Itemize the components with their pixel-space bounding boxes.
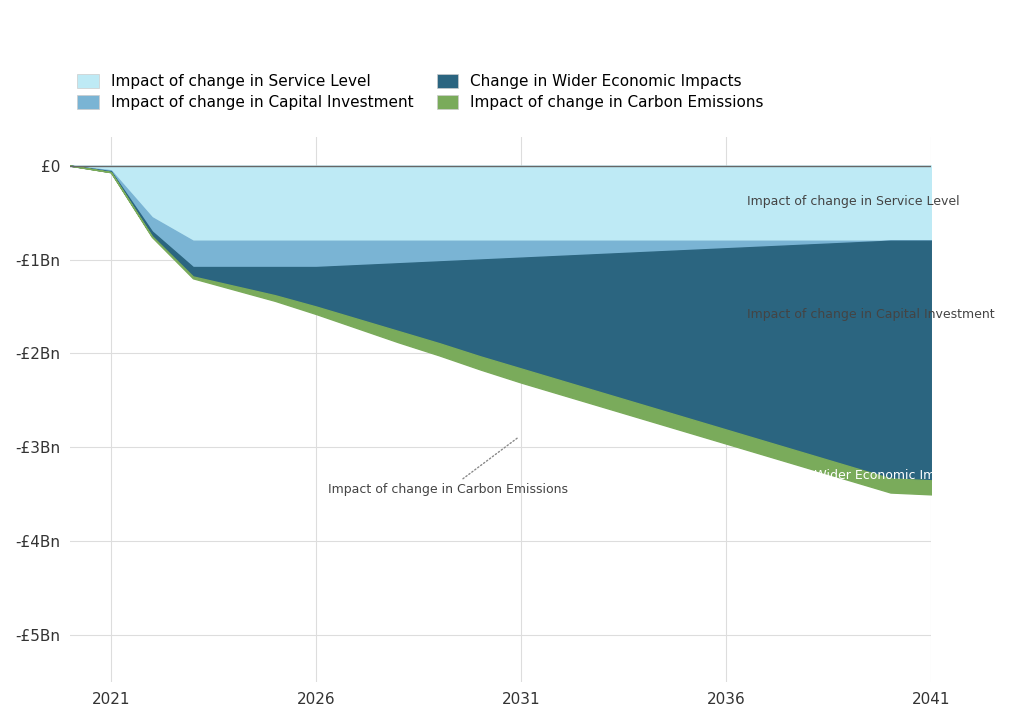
Text: Change in Wider Economic Impacts: Change in Wider Economic Impacts [746, 469, 969, 482]
Text: Impact of change in Capital Investment: Impact of change in Capital Investment [746, 308, 994, 321]
Legend: Impact of change in Service Level, Impact of change in Capital Investment, Chang: Impact of change in Service Level, Impac… [78, 74, 764, 110]
Text: Impact of change in Service Level: Impact of change in Service Level [746, 195, 959, 208]
Text: Impact of change in Carbon Emissions: Impact of change in Carbon Emissions [329, 437, 568, 496]
